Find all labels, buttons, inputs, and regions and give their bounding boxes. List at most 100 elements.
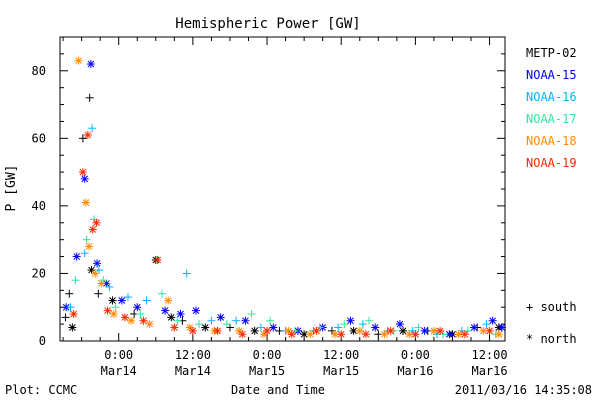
data-point-north [454,330,463,339]
data-point-north [78,168,87,177]
data-point-south [142,296,151,305]
x-tick-label-time: 0:00 [104,348,133,362]
data-point-north [80,174,89,183]
data-point-north [188,326,197,335]
data-point-north [167,313,176,322]
x-tick-label-time: 12:00 [323,348,359,362]
data-point-south [66,303,75,312]
data-point-north [238,330,247,339]
legend-entry: METP-02 [526,46,577,60]
data-point-south [88,124,97,133]
data-point-north [153,255,162,264]
x-tick-label-date: Mar14 [101,364,137,378]
legend-entry: NOAA-16 [526,90,577,104]
data-point-north [117,296,126,305]
x-tick-label-time: 0:00 [401,348,430,362]
data-point-south [61,313,70,322]
data-point-north [139,316,148,325]
data-point-south [207,316,216,325]
data-point-north [161,306,170,315]
plot-frame [59,36,506,342]
data-point-north [145,320,154,329]
data-point-south [157,289,166,298]
data-point-north [349,326,358,335]
data-point-south [358,320,367,329]
x-tick-label-date: Mar15 [323,364,359,378]
x-tick-label-time: 0:00 [253,348,282,362]
data-point-north [83,130,92,139]
data-point-south [365,316,374,325]
marker-legend-entry: + south [526,300,577,314]
plot-timestamp: 2011/03/16 14:35:08 [455,383,592,397]
data-point-north [88,225,97,234]
data-point-south [340,320,349,329]
data-point-north [436,326,445,335]
data-point-north [395,320,404,329]
data-point-south [94,266,103,275]
legend-entry: NOAA-18 [526,134,577,148]
data-point-north [488,316,497,325]
legend-entry: NOAA-15 [526,68,577,82]
data-point-north [176,309,185,318]
data-point-north [494,330,503,339]
data-point-north [108,296,117,305]
data-point-north [371,323,380,332]
legend-entry: NOAA-17 [526,112,577,126]
data-point-north [485,326,494,335]
data-points [61,56,506,339]
data-point-north [170,323,179,332]
data-point-north [92,218,101,227]
y-tick-label: 80 [32,64,46,78]
data-point-south [247,309,256,318]
data-point-south [182,269,191,278]
data-point-north [337,330,346,339]
x-axis-label: Date and Time [231,383,325,397]
data-point-north [497,323,506,332]
data-point-north [420,326,429,335]
data-point-north [127,316,136,325]
data-point-south [78,134,87,143]
data-point-north [216,313,225,322]
data-point-north [72,252,81,261]
x-tick-label-time: 12:00 [175,348,211,362]
data-point-north [399,326,408,335]
x-tick-label-date: Mar14 [175,364,211,378]
data-point-north [306,330,315,339]
data-point-north [361,330,370,339]
data-point-south [414,323,423,332]
data-point-south [232,316,241,325]
data-point-north [355,326,364,335]
x-tick-label-time: 12:00 [471,348,507,362]
data-point-north [109,309,118,318]
y-tick-label: 60 [32,131,46,145]
data-point-south [85,93,94,102]
x-tick-label-date: Mar16 [397,364,433,378]
data-point-south [105,282,114,291]
data-point-south [82,235,91,244]
data-point-north [86,60,95,69]
data-point-south [222,320,231,329]
data-point-north [380,330,389,339]
data-point-north [68,323,77,332]
y-tick-label: 20 [32,266,46,280]
data-point-south [482,320,491,329]
data-point-south [111,303,120,312]
data-point-south [65,289,74,298]
data-point-north [191,306,200,315]
data-point-north [213,326,222,335]
data-point-south [334,323,343,332]
data-point-north [69,309,78,318]
x-tick-label-date: Mar15 [249,364,285,378]
data-point-south [266,316,275,325]
data-point-south [71,276,80,285]
chart-title: Hemispheric Power [GW] [175,16,360,32]
y-tick-label: 40 [32,199,46,213]
data-point-north [263,326,272,335]
data-point-south [99,276,108,285]
series-legend: METP-02 NOAA-15 NOAA-16 NOAA-17 NOAA-18 NOAA-… [526,46,577,170]
data-point-south [136,309,145,318]
data-point-south [123,293,132,302]
data-point-south [94,289,103,298]
data-point-north [269,323,278,332]
